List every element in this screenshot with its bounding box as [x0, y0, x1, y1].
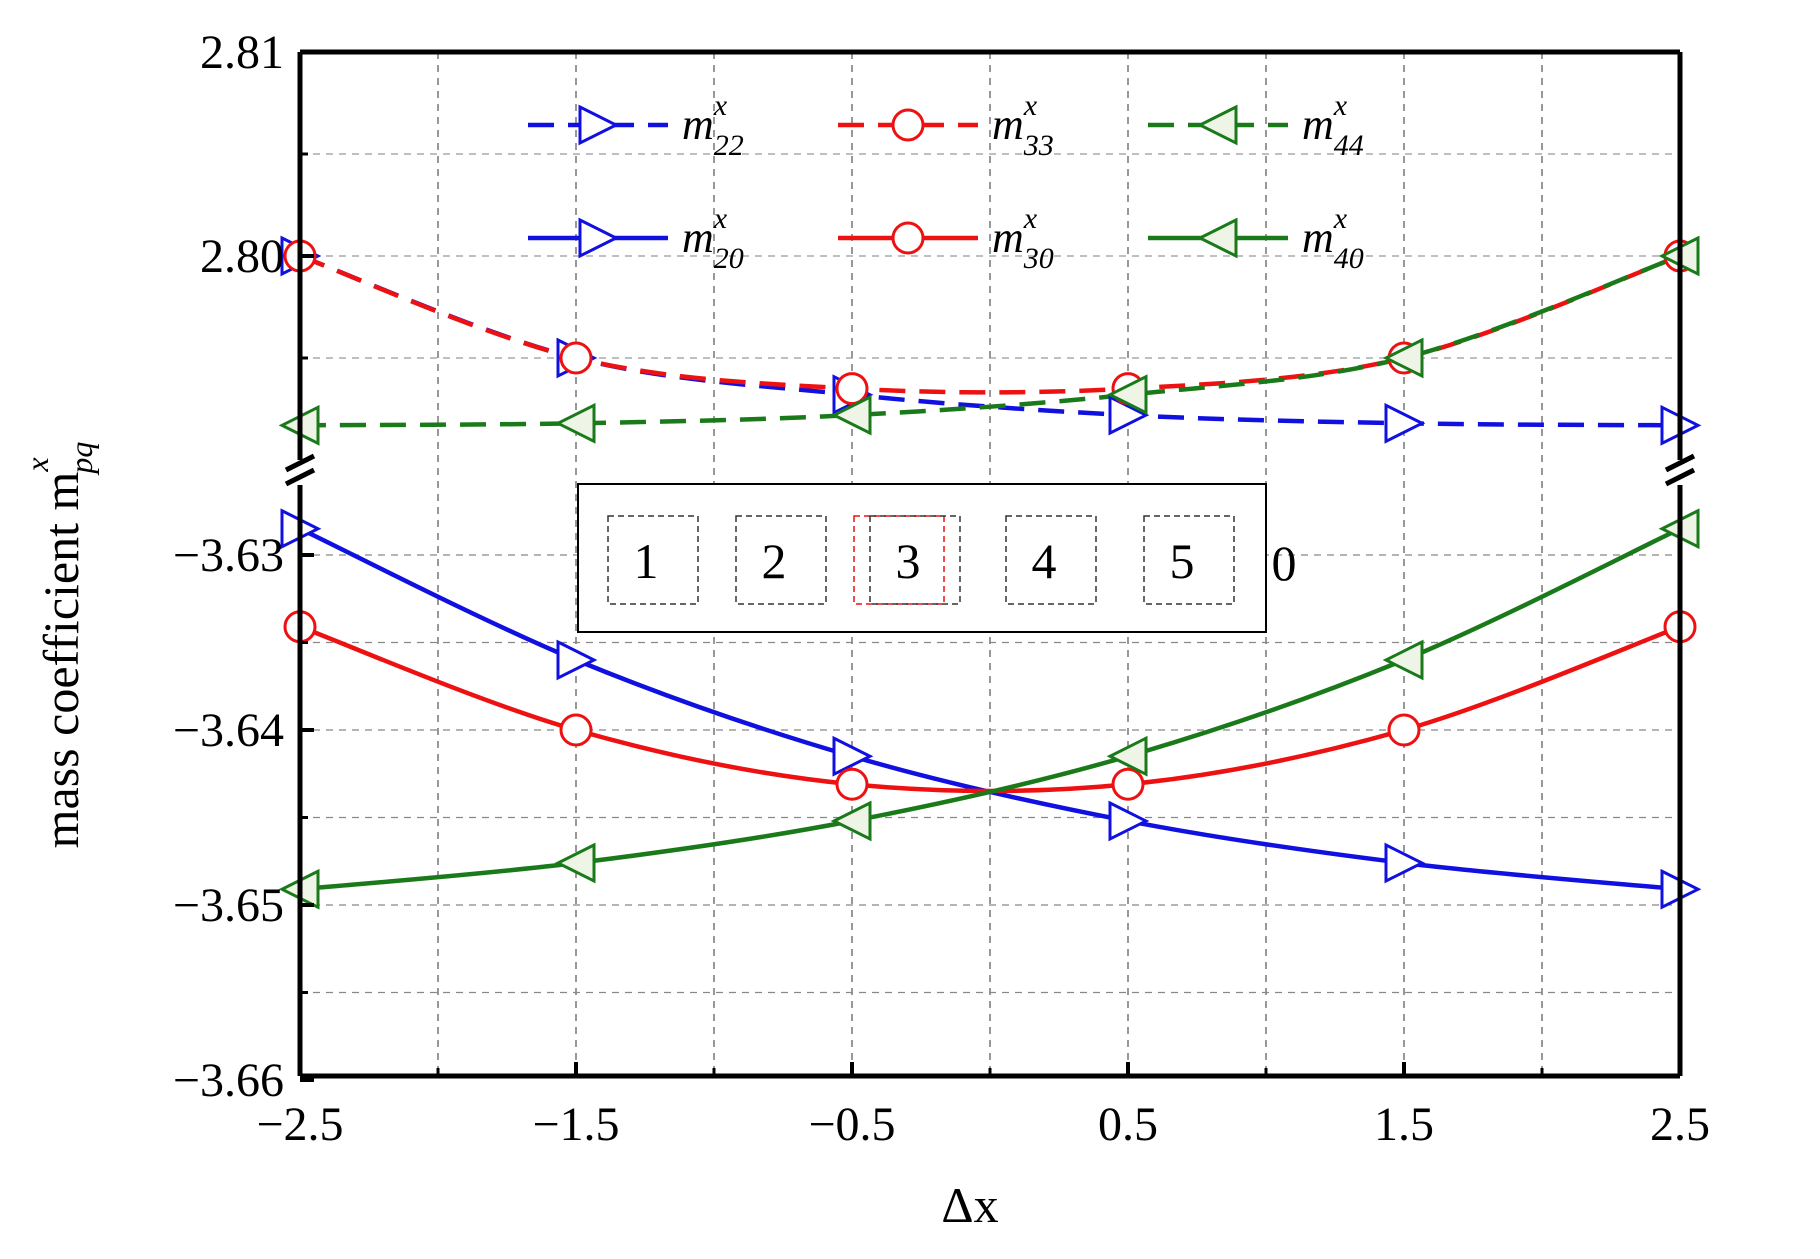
legend-label-m40: m40x — [1302, 202, 1364, 275]
data-point-m20 — [556, 639, 598, 681]
break-mark — [284, 453, 316, 473]
legend-marker-m30 — [891, 221, 925, 255]
data-point-m20 — [1108, 800, 1150, 842]
break-mark — [1664, 453, 1696, 473]
inset-box: 1 2 3 4 5 0 — [577, 483, 1297, 633]
data-point-m30 — [1387, 713, 1421, 747]
data-point-m20 — [832, 735, 874, 777]
data-point-m30 — [1111, 767, 1145, 801]
inset-cell — [1005, 515, 1097, 605]
legend-label-m44: m44x — [1302, 89, 1364, 162]
legend: m22x m33x m44x m20x m30x m40x — [528, 89, 1364, 275]
inset-cell-outline — [853, 515, 945, 605]
data-point-m44 — [1106, 374, 1148, 416]
series-line-m40 — [299, 526, 1681, 892]
data-point-m33 — [559, 341, 593, 375]
data-point-m40 — [554, 842, 596, 884]
y-tick-label: 2.81 — [200, 26, 284, 79]
y-axis-label-sup: x — [19, 457, 55, 472]
axis-break-marks — [284, 453, 1696, 487]
data-point-m44 — [830, 394, 872, 436]
x-tick-label: 0.5 — [1098, 1098, 1158, 1151]
x-tick-label: −0.5 — [808, 1098, 895, 1151]
data-point-m20 — [1384, 842, 1426, 884]
data-point-m22 — [1384, 402, 1426, 444]
legend-label-m22: m22x — [682, 89, 744, 162]
break-mark — [284, 467, 316, 487]
y-axis-label-main: mass coefficient m — [33, 472, 89, 849]
data-point-m30 — [559, 713, 593, 747]
data-point-m40 — [830, 800, 872, 842]
y-tick-label: −3.66 — [173, 1054, 284, 1107]
data-point-m44 — [554, 402, 596, 444]
data-point-m44 — [1382, 337, 1424, 379]
x-tick-label: −2.5 — [256, 1098, 343, 1151]
inset-cell-label: 2 — [762, 533, 787, 589]
inset-cell — [869, 515, 961, 605]
axis-ticks: −2.5 −1.5 −0.5 0.5 1.5 2.5 2.81 2.80 −3.63 −3.64 −… — [173, 26, 1710, 1151]
data-point-m30 — [835, 767, 869, 801]
data-point-m22 — [1108, 394, 1150, 436]
inset-cell-label: 4 — [1032, 533, 1057, 589]
inset-trailing-label: 0 — [1272, 535, 1297, 591]
x-tick-label: 2.5 — [1650, 1098, 1710, 1151]
y-axis-label-sub: pq — [63, 442, 99, 476]
inset-cell-label: 5 — [1170, 533, 1195, 589]
legend-marker-m33 — [891, 108, 925, 142]
legend-marker-m22 — [578, 104, 620, 146]
x-axis-label: Δx — [941, 1177, 998, 1233]
data-point-m33 — [835, 372, 869, 406]
inset-cell-label: 3 — [896, 533, 921, 589]
legend-label-m30: m30x — [992, 202, 1054, 275]
y-tick-label: −3.65 — [173, 879, 284, 932]
inset-cell — [1143, 515, 1235, 605]
inset-cell-label: 1 — [634, 533, 659, 589]
data-point-m40 — [1106, 735, 1148, 777]
series-lines — [299, 253, 1681, 892]
y-tick-label: −3.63 — [173, 529, 284, 582]
x-tick-label: 1.5 — [1374, 1098, 1434, 1151]
y-tick-label: 2.80 — [200, 230, 284, 283]
legend-label-m20: m20x — [682, 202, 744, 275]
y-axis-label: mass coefficient mpqx — [19, 442, 99, 849]
svg-text:mass coefficient mpqx: mass coefficient mpqx — [19, 442, 99, 849]
inset-cell — [607, 515, 699, 605]
inset-frame — [577, 483, 1267, 633]
series-line-m33 — [299, 253, 1681, 395]
legend-marker-m20 — [578, 217, 620, 259]
x-tick-label: −1.5 — [532, 1098, 619, 1151]
inset-cell — [735, 515, 827, 605]
break-mark — [1664, 467, 1696, 487]
legend-label-m33: m33x — [992, 89, 1054, 162]
data-point-m40 — [1382, 639, 1424, 681]
legend-marker-m40 — [1196, 217, 1238, 259]
y-tick-label: −3.64 — [173, 704, 284, 757]
series-line-m20 — [299, 526, 1681, 892]
series-line-m44 — [299, 253, 1681, 428]
legend-marker-m44 — [1196, 104, 1238, 146]
